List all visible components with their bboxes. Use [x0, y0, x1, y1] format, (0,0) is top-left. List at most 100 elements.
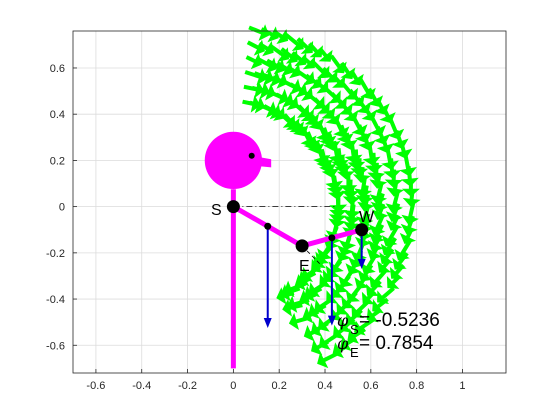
field-arrow: [372, 297, 389, 314]
field-arrow: [259, 83, 276, 101]
field-arrow: [255, 56, 277, 74]
field-arrow: [366, 307, 382, 323]
x-tick-label: 0.6: [363, 380, 378, 392]
field-arrow: [307, 42, 323, 58]
field-arrow: [304, 73, 322, 90]
field-arrow: [387, 118, 405, 140]
field-arrow: [377, 286, 395, 304]
field-arrow: [269, 106, 285, 121]
x-tick-label: 0.2: [272, 380, 287, 392]
field-arrow: [317, 239, 335, 260]
field-arrow: [357, 264, 374, 282]
y-tick-label: 0: [59, 202, 65, 214]
field-arrow: [266, 58, 285, 75]
field-arrow: [386, 214, 403, 231]
field-arrow: [291, 51, 307, 67]
field-arrow: [336, 163, 355, 180]
force-arrow-head: [327, 315, 336, 326]
field-arrow: [301, 55, 316, 70]
shoulder-label: S: [211, 202, 222, 219]
field-arrow: [288, 312, 312, 330]
phi-e-value: = 0.7854: [359, 333, 434, 354]
axis-ticks: -0.6 -0.4 -0.2 0 0.2 0.4 0.6 0.8 1 0.6 0.4 0.2 0 -0.2…: [46, 63, 466, 392]
field-arrow: [350, 240, 367, 262]
field-arrow: [260, 26, 279, 43]
elbow-reference-line: [301, 245, 321, 265]
field-arrow: [367, 234, 384, 252]
wrist-joint: [355, 223, 369, 237]
field-arrow: [380, 237, 397, 256]
eye-dot: [248, 152, 255, 159]
field-arrow: [311, 339, 329, 356]
field-arrow: [401, 203, 419, 225]
y-tick-label: 0.4: [50, 109, 65, 121]
elbow-joint: [295, 239, 309, 253]
field-arrow: [360, 254, 377, 274]
phi-s-annotation: φ S = -0.5236: [337, 310, 440, 337]
field-arrow: [392, 252, 409, 270]
field-arrow: [286, 63, 301, 79]
field-arrow: [244, 68, 267, 86]
phi-s-value: = -0.5236: [359, 310, 440, 331]
field-arrow: [369, 269, 387, 288]
field-arrow: [356, 203, 374, 227]
elbow-label: E: [299, 258, 310, 275]
field-arrow: [280, 47, 298, 64]
shoulder-joint: [226, 200, 240, 214]
phi-e-symbol: φ: [337, 334, 349, 353]
field-arrow: [355, 185, 374, 205]
body-figure: [204, 131, 363, 369]
field-arrow: [401, 178, 420, 197]
field-arrow: [272, 72, 288, 89]
force-arrow-head: [263, 317, 272, 328]
field-arrow: [366, 244, 383, 260]
field-arrow: [276, 287, 295, 305]
field-arrow: [276, 60, 293, 77]
field-arrow: [391, 130, 409, 149]
green-vector-field: [242, 24, 421, 369]
field-arrow: [335, 244, 352, 262]
head-circle: [204, 131, 263, 190]
wrist-label: W: [359, 209, 375, 226]
field-arrow: [354, 231, 372, 248]
x-tick-label: 0.4: [317, 380, 332, 392]
field-arrow: [339, 171, 358, 194]
field-arrow: [354, 273, 370, 289]
plot-area: [73, 31, 506, 373]
force-arrow-head: [357, 259, 366, 270]
field-arrow: [383, 158, 401, 179]
field-arrow: [263, 103, 281, 120]
field-arrow: [386, 180, 404, 197]
arm-joints: [226, 200, 369, 253]
field-arrow: [284, 33, 304, 51]
x-tick-label: -0.6: [86, 380, 105, 392]
field-arrow: [361, 290, 377, 305]
field-arrow: [402, 190, 421, 207]
phi-s-subscript: S: [350, 322, 359, 337]
field-arrow: [357, 194, 375, 212]
field-arrow: [295, 69, 315, 86]
field-arrow: [296, 37, 314, 54]
field-arrow: [317, 352, 338, 369]
field-arrow: [376, 136, 395, 154]
y-tick-label: -0.2: [46, 248, 65, 260]
x-tick-label: 0.8: [409, 380, 424, 392]
field-arrow: [395, 141, 413, 159]
nose-shape: [258, 156, 272, 168]
field-arrow: [258, 40, 274, 57]
field-arrow: [272, 29, 289, 44]
field-arrow: [303, 325, 321, 342]
field-arrow: [311, 60, 330, 79]
field-arrow: [318, 48, 333, 62]
x-tick-label: -0.4: [132, 380, 151, 392]
y-tick-label: 0.6: [50, 63, 65, 75]
field-arrow: [384, 169, 403, 188]
field-arrow: [373, 125, 391, 145]
axes-box: [72, 30, 507, 374]
field-arrow: [386, 275, 401, 289]
field-arrow: [400, 166, 419, 187]
y-tick-label: -0.4: [46, 294, 65, 306]
mass-point: [328, 234, 336, 242]
field-arrow: [253, 68, 274, 86]
